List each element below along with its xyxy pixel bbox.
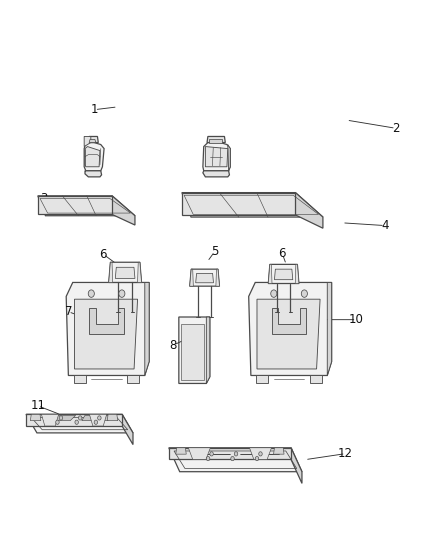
Polygon shape	[122, 414, 133, 445]
Polygon shape	[89, 140, 96, 142]
Polygon shape	[109, 262, 113, 282]
Text: 8: 8	[170, 338, 177, 352]
Circle shape	[234, 452, 238, 456]
Polygon shape	[38, 196, 135, 216]
Polygon shape	[205, 147, 228, 167]
Circle shape	[56, 420, 59, 424]
Text: 3: 3	[41, 192, 48, 205]
Circle shape	[94, 420, 98, 424]
Text: 7: 7	[65, 305, 72, 318]
Polygon shape	[66, 282, 149, 375]
Text: 5: 5	[211, 245, 218, 258]
Polygon shape	[74, 375, 86, 383]
Polygon shape	[295, 264, 299, 284]
Circle shape	[75, 420, 78, 424]
Polygon shape	[207, 136, 225, 142]
Circle shape	[210, 452, 213, 456]
Text: 2: 2	[392, 122, 399, 135]
Polygon shape	[38, 196, 112, 214]
Polygon shape	[89, 308, 124, 334]
Polygon shape	[145, 282, 149, 375]
Polygon shape	[26, 414, 122, 426]
Polygon shape	[203, 142, 230, 171]
Circle shape	[98, 416, 101, 420]
Circle shape	[78, 416, 82, 420]
Polygon shape	[169, 448, 302, 472]
Polygon shape	[85, 147, 100, 167]
Polygon shape	[169, 448, 291, 459]
Polygon shape	[182, 192, 323, 217]
Polygon shape	[275, 269, 293, 280]
Polygon shape	[107, 414, 118, 421]
Polygon shape	[216, 269, 219, 286]
Polygon shape	[208, 140, 222, 142]
Polygon shape	[257, 299, 320, 369]
Polygon shape	[203, 171, 230, 177]
Polygon shape	[291, 448, 302, 483]
Polygon shape	[181, 324, 204, 380]
Polygon shape	[256, 375, 268, 383]
Polygon shape	[138, 262, 141, 282]
Polygon shape	[85, 171, 102, 177]
Polygon shape	[327, 282, 332, 375]
Polygon shape	[127, 375, 139, 383]
Polygon shape	[82, 415, 114, 421]
Polygon shape	[41, 414, 59, 426]
Text: 4: 4	[381, 219, 389, 232]
Polygon shape	[182, 192, 295, 215]
Text: 12: 12	[338, 447, 353, 460]
Polygon shape	[190, 269, 193, 286]
Polygon shape	[190, 269, 219, 286]
Circle shape	[59, 416, 63, 420]
Text: 11: 11	[30, 399, 45, 413]
Polygon shape	[112, 196, 135, 225]
Polygon shape	[43, 415, 76, 421]
Polygon shape	[228, 144, 230, 171]
Circle shape	[271, 290, 277, 297]
Polygon shape	[250, 448, 272, 459]
Polygon shape	[115, 267, 135, 278]
Polygon shape	[84, 136, 91, 147]
Polygon shape	[88, 136, 98, 142]
Polygon shape	[272, 308, 306, 334]
Polygon shape	[268, 264, 272, 284]
Polygon shape	[206, 317, 210, 383]
Polygon shape	[89, 414, 107, 426]
Text: 1: 1	[91, 103, 98, 116]
Polygon shape	[109, 262, 141, 282]
Polygon shape	[188, 448, 210, 459]
Polygon shape	[295, 192, 323, 228]
Circle shape	[231, 456, 234, 461]
Polygon shape	[249, 282, 332, 375]
Polygon shape	[84, 142, 104, 171]
Circle shape	[259, 452, 262, 456]
Circle shape	[88, 290, 94, 297]
Polygon shape	[176, 448, 186, 454]
Polygon shape	[74, 299, 138, 369]
Circle shape	[301, 290, 307, 297]
Circle shape	[255, 456, 259, 461]
Circle shape	[119, 290, 125, 297]
Text: 10: 10	[349, 313, 364, 326]
Circle shape	[206, 456, 210, 461]
Polygon shape	[274, 448, 284, 454]
Text: 6: 6	[279, 247, 286, 260]
Polygon shape	[268, 264, 299, 284]
Polygon shape	[179, 317, 210, 383]
Polygon shape	[196, 273, 213, 283]
Text: 6: 6	[99, 248, 107, 261]
Polygon shape	[30, 414, 41, 421]
Polygon shape	[310, 375, 322, 383]
Polygon shape	[26, 414, 133, 433]
